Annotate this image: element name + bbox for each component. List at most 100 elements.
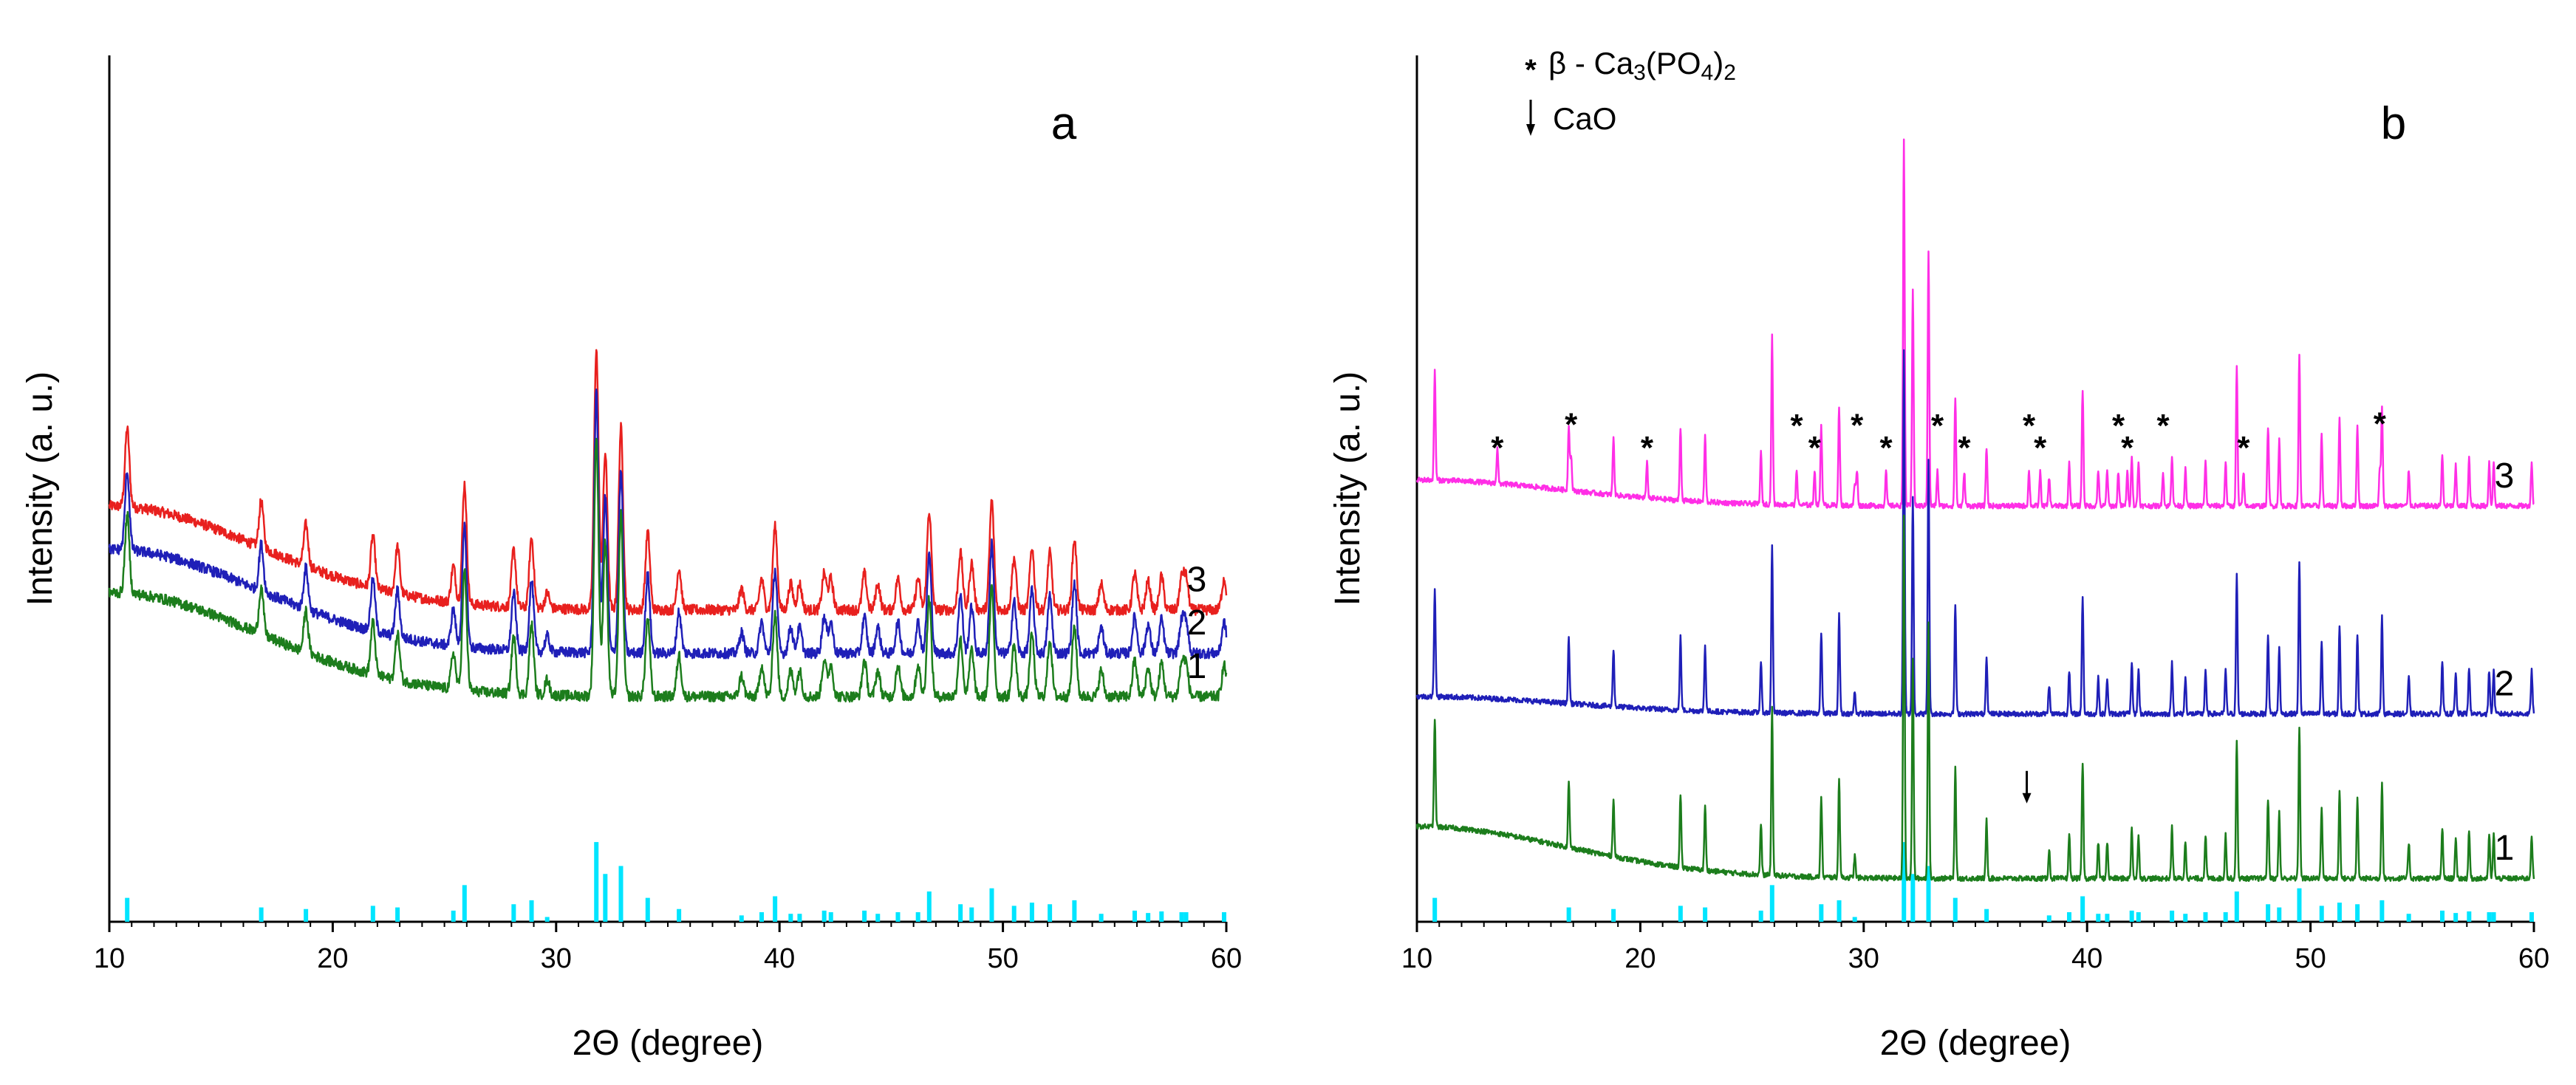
reference-bar — [989, 888, 994, 922]
x-tick-label: 20 — [1624, 943, 1656, 974]
y-axis-label: Intensity (a. u.) — [1328, 372, 1367, 606]
reference-bar — [603, 874, 608, 922]
legend-tcp-label: β - Ca3(PO4)2 — [1548, 46, 1736, 85]
tcp-star-marker: * — [2023, 408, 2036, 444]
curve-label: 3 — [1187, 561, 1207, 600]
reference-bar — [2266, 904, 2271, 922]
reference-bar — [544, 917, 550, 922]
pattern-line-2 — [1415, 349, 2535, 718]
reference-bar — [1221, 912, 1226, 922]
x-axis-label: 2Θ (degree) — [1880, 1024, 2071, 1063]
reference-bar — [1072, 900, 1077, 922]
reference-bar — [1758, 910, 1763, 922]
panel-label: a — [1051, 98, 1077, 149]
tcp-star-marker: * — [2237, 430, 2250, 466]
tcp-star-marker: * — [2374, 406, 2387, 442]
reference-bar — [618, 866, 623, 922]
phase-markers: **************** — [1491, 406, 2387, 804]
reference-bar — [739, 915, 744, 922]
reference-bar — [462, 885, 467, 922]
curve-label: 1 — [2495, 829, 2515, 868]
reference-bar — [529, 900, 534, 922]
tcp-star-marker: * — [1958, 430, 1971, 466]
x-tick-label: 40 — [764, 943, 795, 974]
reference-pattern — [1432, 842, 2534, 922]
reference-bar — [1984, 908, 1989, 922]
reference-bar — [259, 907, 264, 922]
pattern-line-3 — [1415, 138, 2535, 510]
pattern-line-3 — [108, 349, 1228, 616]
reference-bar — [2096, 914, 2101, 922]
curve-label: 2 — [1187, 603, 1207, 643]
reference-pattern — [125, 842, 1226, 922]
reference-bar — [2337, 903, 2342, 922]
reference-bar — [395, 907, 400, 922]
pattern-line-1 — [108, 437, 1228, 703]
reference-bar — [2529, 912, 2534, 922]
reference-bar — [1926, 866, 1931, 922]
reference-bar — [2297, 888, 2302, 922]
reference-bar — [1179, 912, 1184, 922]
reference-bar — [2453, 913, 2459, 922]
reference-bar — [1852, 917, 1857, 922]
reference-bar — [1910, 874, 1916, 922]
reference-bar — [797, 914, 802, 922]
reference-bar — [969, 907, 974, 922]
legend-star-icon: * — [1525, 54, 1537, 86]
reference-bar — [926, 891, 932, 922]
reference-bar — [1183, 912, 1189, 922]
x-tick-label: 10 — [1401, 943, 1432, 974]
tcp-star-marker: * — [1879, 430, 1893, 466]
tcp-star-marker: * — [2121, 430, 2134, 466]
reference-bar — [1902, 842, 1907, 922]
tcp-star-marker: * — [2156, 408, 2170, 444]
reference-bar — [2440, 910, 2445, 922]
tcp-star-marker: * — [1491, 430, 1504, 466]
x-tick-label: 30 — [541, 943, 572, 974]
reference-bar — [1048, 904, 1053, 922]
x-tick-label: 60 — [1211, 943, 1242, 974]
reference-bar — [828, 912, 833, 922]
reference-bar — [788, 914, 793, 922]
reference-bar — [821, 910, 827, 922]
reference-bar — [2487, 912, 2492, 922]
panel-label: b — [2381, 98, 2406, 149]
reference-bar — [1159, 911, 1164, 922]
tcp-star-marker: * — [1641, 430, 1654, 466]
tcp-star-marker: * — [2112, 408, 2125, 444]
x-axis-label: 2Θ (degree) — [573, 1024, 764, 1063]
reference-bar — [1611, 908, 1616, 922]
cao-arrow-head — [2022, 793, 2032, 804]
reference-bar — [1132, 910, 1138, 922]
reference-bar — [958, 904, 963, 922]
reference-bar — [1678, 906, 1683, 922]
reference-bar — [1432, 897, 1438, 922]
reference-bar — [2136, 912, 2141, 922]
tcp-star-marker: * — [1851, 408, 1864, 444]
x-tick-label: 50 — [987, 943, 1018, 974]
x-tick-label: 30 — [1848, 943, 1879, 974]
reference-bar — [2183, 914, 2188, 922]
x-tick-label: 40 — [2071, 943, 2102, 974]
reference-bar — [370, 906, 375, 922]
reference-bar — [895, 912, 901, 922]
reference-bar — [1099, 914, 1104, 922]
reference-bar — [1819, 904, 1824, 922]
reference-bar — [2067, 912, 2072, 922]
reference-bar — [2277, 907, 2282, 922]
reference-bar — [304, 908, 309, 922]
pattern-line-1 — [1415, 514, 2535, 883]
curve-label: 1 — [1187, 647, 1207, 686]
chart-panel-b: 10 20 30 40 50 60 2Θ (degree) Intensity (a. u.)… — [1328, 46, 2549, 1063]
reference-bar — [1837, 900, 1842, 922]
tcp-star-marker: * — [1791, 408, 1804, 444]
x-tick-label: 20 — [317, 943, 348, 974]
reference-bar — [773, 896, 778, 922]
x-tick-label: 60 — [2518, 943, 2549, 974]
reference-bar — [2129, 910, 2134, 922]
reference-bar — [594, 842, 599, 922]
reference-bar — [2105, 914, 2110, 922]
reference-bar — [511, 904, 516, 922]
x-tick-label: 10 — [94, 943, 125, 974]
